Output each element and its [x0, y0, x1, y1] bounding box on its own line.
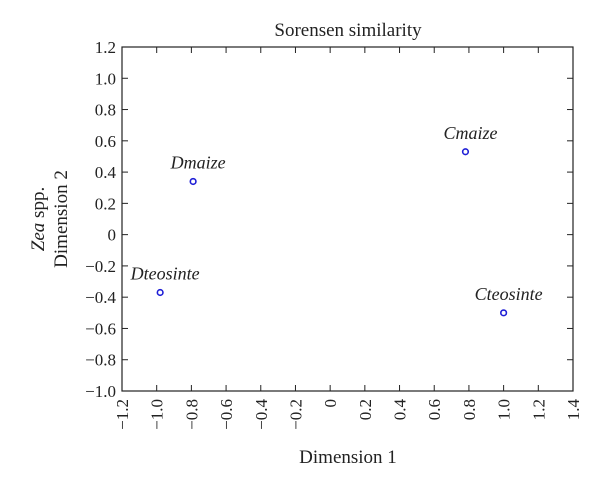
chart-title: Sorensen similarity: [274, 20, 422, 41]
y-axis-title-spp: spp.: [28, 187, 49, 223]
y-axis-title: Dimension 2: [51, 170, 72, 268]
y-tick-label: −0.6: [85, 319, 116, 338]
y-tick-label: 0.2: [95, 194, 116, 213]
data-points: Dmaize Dteosinte Cmaize Cteosinte: [130, 123, 543, 317]
y-tick-label: −0.4: [85, 288, 116, 307]
x-tick-label: 0.8: [460, 399, 479, 420]
x-tick-label: 0.6: [425, 399, 444, 420]
data-point: [189, 177, 197, 186]
y-axis-title-line2: Dimension 2: [51, 170, 72, 268]
x-tick-label: 1.2: [529, 399, 548, 420]
x-tick-label: −1.2: [113, 399, 132, 430]
y-tick-label: −0.8: [85, 351, 116, 370]
y-tick-label: −1.0: [85, 382, 116, 401]
svg-text:Zea spp.: Zea spp.: [28, 187, 49, 251]
x-tick-label: 0.2: [356, 399, 375, 420]
x-tick-label: 0: [321, 399, 340, 408]
point-label: Dteosinte: [130, 263, 200, 283]
x-tick-label: 1.0: [495, 399, 514, 420]
y-axis-ticks: 1.2 1.0 0.8 0.6 0.4 0.2 0 −0.2 −0.4 −0.6 −0.8 −1.0: [85, 38, 573, 401]
point-label: Dmaize: [170, 152, 226, 172]
y-tick-label: 0.6: [95, 132, 116, 151]
point-label: Cmaize: [443, 123, 497, 143]
data-point: [461, 148, 470, 156]
y-tick-label: 1.0: [95, 69, 116, 88]
y-tick-label: −0.2: [85, 257, 116, 276]
y-tick-label: 0.4: [95, 163, 117, 182]
x-tick-label: −0.2: [286, 399, 305, 430]
x-tick-label: −0.8: [182, 399, 201, 430]
y-axis-title-line1: Zea spp.: [28, 187, 49, 251]
data-point: [500, 309, 508, 317]
x-tick-label: 0.4: [391, 399, 410, 421]
data-point: [156, 288, 164, 297]
y-axis-title-genus: Zea: [28, 223, 49, 252]
x-tick-label: −0.4: [252, 399, 271, 430]
x-tick-label: −0.6: [217, 399, 236, 430]
point-label: Cteosinte: [475, 284, 543, 304]
y-tick-label: 1.2: [95, 38, 116, 57]
plot-frame: [121, 46, 574, 392]
x-axis-ticks: −1.2 −1.0 −0.8 −0.6 −0.4 −0.2 0 0.2 0.4 0.6 0.8 1.0…: [113, 47, 583, 430]
y-tick-label: 0.8: [95, 101, 116, 120]
y-tick-label: 0: [108, 226, 117, 245]
x-axis-title: Dimension 1: [299, 447, 397, 468]
x-tick-label: 1.4: [564, 399, 583, 421]
x-tick-label: −1.0: [148, 399, 167, 430]
